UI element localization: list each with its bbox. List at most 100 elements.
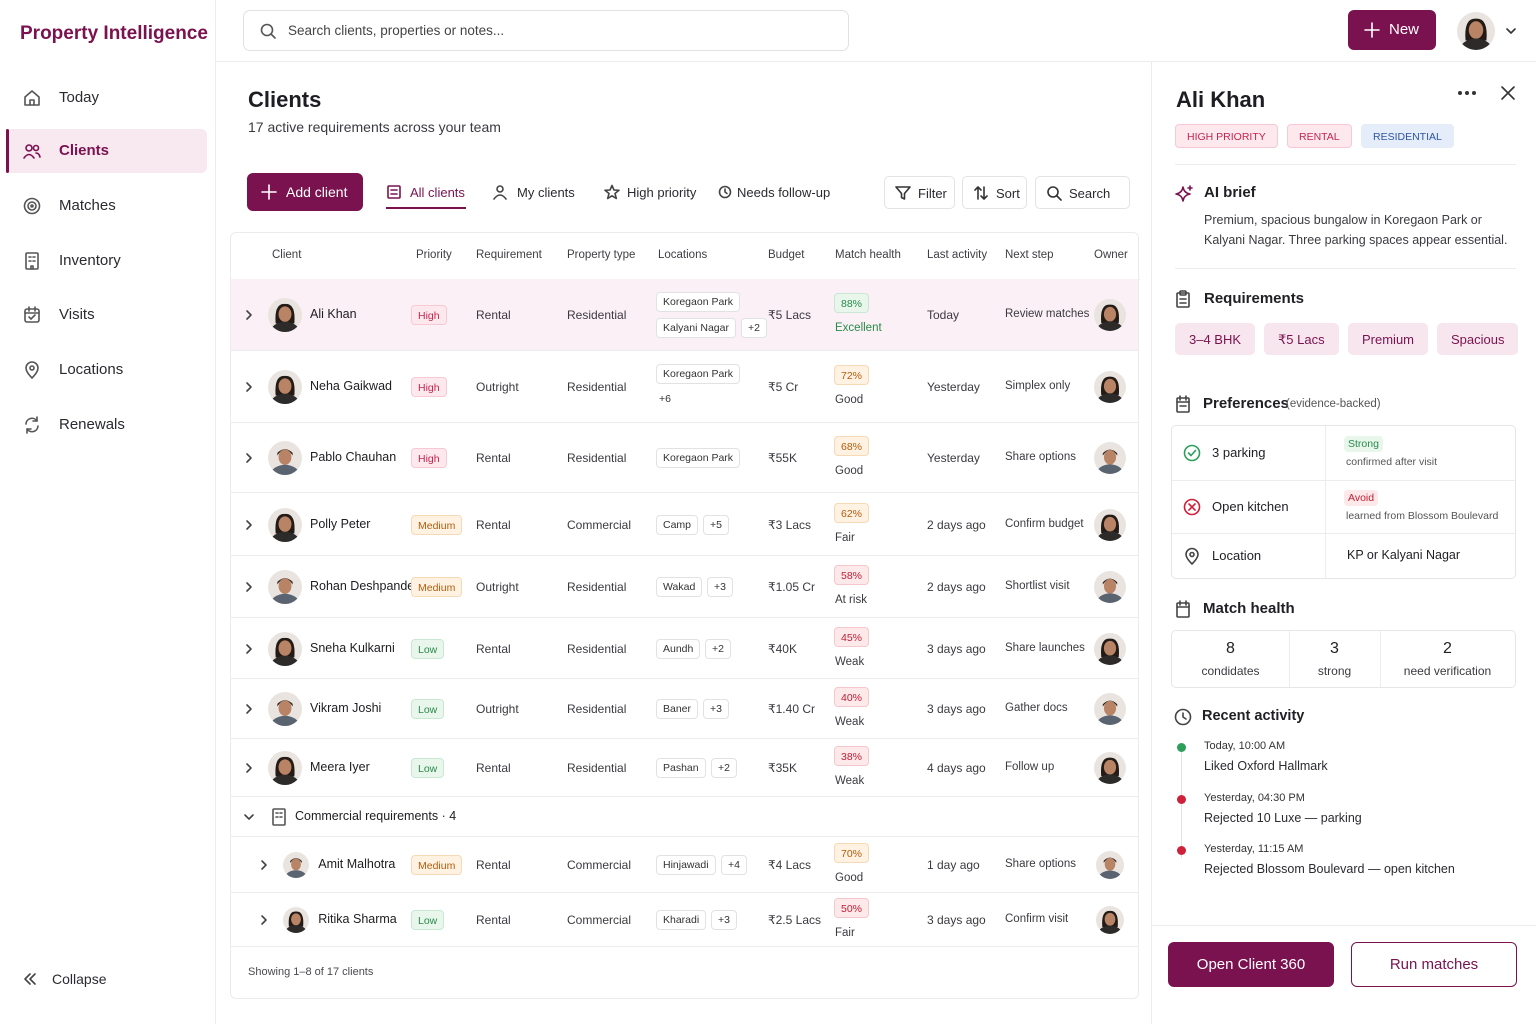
nav-item[interactable]: Clients [59, 142, 110, 159]
requirement: Outright [476, 580, 519, 594]
match-health: Fair [835, 531, 855, 544]
requirement: Rental [476, 761, 511, 775]
next-step: Confirm visit [1005, 913, 1069, 925]
location-chip: Wakad [656, 577, 703, 597]
search-placeholder: Search clients, properties or notes... [288, 23, 505, 38]
table-row[interactable]: Sneha Kulkarni Low Rental Residential Aundh +… [231, 618, 1138, 679]
column-header: Client [272, 249, 302, 261]
requirement: Outright [476, 380, 519, 394]
nav-item[interactable]: Matches [59, 197, 116, 214]
table-row[interactable]: Ali Khan High Rental Residential Koregaon Pa… [231, 279, 1138, 351]
column-header: Last activity [927, 249, 988, 261]
nav-item[interactable]: Inventory [59, 252, 121, 269]
panel-action-button[interactable]: Open Client 360 [1168, 942, 1334, 987]
location-chip: Hinjawadi [656, 855, 716, 875]
owner-avatar [1094, 442, 1126, 474]
table-row[interactable]: Meera Iyer Low Rental Residential Pashan +2 ₹3… [231, 739, 1138, 797]
table-row[interactable]: Pablo Chauhan High Rental Residential Korega… [231, 423, 1138, 493]
preferences-icon [1175, 395, 1191, 413]
expand-chevron [243, 762, 255, 774]
match-score: 50% [834, 898, 870, 918]
filter-tab[interactable]: Needs follow-up [737, 185, 831, 200]
timeline-dot [1177, 794, 1186, 804]
match-health-icon [1175, 600, 1191, 618]
client-avatar [268, 507, 302, 542]
match-health: Weak [835, 655, 865, 668]
nav-icon [22, 88, 42, 108]
table-row[interactable]: Ritika Sharma Low Rental Commercial Kharadi +… [231, 893, 1138, 947]
expand-chevron [243, 643, 255, 655]
expand-chevron [243, 381, 255, 393]
owner-avatar [1094, 693, 1126, 725]
client-name: Rohan Deshpande [310, 579, 415, 593]
client-name: Amit Malhotra [318, 857, 396, 871]
evidence-status: Avoid [1344, 490, 1379, 506]
toolbar-action[interactable]: Sort [962, 176, 1027, 209]
last-activity: 4 days ago [927, 761, 986, 775]
table-row[interactable]: Polly Peter Medium Rental Commercial Camp +5 ₹… [231, 493, 1138, 556]
next-step: Share options [1005, 858, 1076, 870]
search-box[interactable]: Search clients, properties or notes... [243, 10, 849, 51]
property-type: Commercial [567, 858, 632, 872]
more-locations: +5 [703, 514, 729, 535]
last-activity: 2 days ago [927, 580, 986, 594]
collapse-button[interactable]: Collapse [52, 971, 107, 987]
location-chip: Kalyani Nagar [656, 318, 736, 338]
more-menu [1457, 86, 1477, 100]
last-activity: Today [927, 308, 960, 322]
property-type: Residential [567, 308, 627, 322]
collapse-icon [22, 971, 38, 987]
stat-value: 2 [1443, 640, 1452, 657]
location-chip: Baner [656, 699, 699, 719]
filter-tab[interactable]: All clients [410, 185, 465, 200]
tag: HIGH PRIORITY [1175, 124, 1278, 148]
nav-icon [22, 305, 42, 325]
nav-item[interactable]: Today [59, 89, 100, 106]
client-avatar [268, 370, 302, 404]
stat-value: 8 [1226, 640, 1235, 657]
toolbar-action[interactable]: Search [1035, 176, 1130, 209]
table-row[interactable]: Amit Malhotra Medium Rental Commercial Hinja… [231, 837, 1138, 893]
table-row[interactable]: Neha Gaikwad High Outright Residential Koreg… [231, 351, 1138, 423]
match-score: 58% [834, 565, 870, 585]
add-client-label: Add client [286, 184, 348, 200]
client-name: Meera Iyer [310, 760, 370, 774]
page-title: Clients [248, 87, 322, 112]
detail-panel: Ali Khan HIGH PRIORITY RENTAL RESIDENTIAL AI… [1151, 62, 1536, 1024]
add-client-button[interactable]: Add client [247, 173, 363, 211]
client-avatar [268, 570, 302, 604]
priority-badge: Low [411, 758, 445, 778]
panel-action-button[interactable]: Run matches [1351, 942, 1517, 987]
nav-item[interactable]: Visits [59, 306, 95, 323]
last-activity: 3 days ago [927, 913, 986, 927]
group-header[interactable]: Commercial requirements · 4 [231, 797, 1138, 837]
toolbar-action[interactable]: Filter [884, 176, 955, 209]
location-chip: Camp [656, 514, 699, 535]
priority-badge: Low [411, 699, 445, 719]
match-score: 88% [834, 293, 870, 313]
next-step: Confirm budget [1005, 517, 1084, 530]
requirement-chip: ₹5 Lacs [1264, 323, 1339, 355]
more-locations: +2 [711, 758, 737, 778]
priority-badge: High [411, 377, 447, 397]
nav-item[interactable]: Locations [59, 361, 124, 378]
location-chip: Koregaon Park [656, 292, 741, 312]
more-locations: +3 [711, 910, 737, 930]
ai-brief-text: Premium, spacious bungalow in Koregaon P… [1204, 213, 1508, 247]
stat-label: need verification [1403, 664, 1492, 678]
table-row[interactable]: Vikram Joshi Low Outright Residential Baner +… [231, 679, 1138, 739]
stat-label: strong [1317, 664, 1352, 678]
nav-item[interactable]: Renewals [59, 416, 125, 433]
last-activity: 3 days ago [927, 702, 986, 716]
table-row[interactable]: Rohan Deshpande Medium Outright Residential… [231, 556, 1138, 618]
property-type: Residential [567, 702, 627, 716]
more-locations: +4 [721, 855, 747, 875]
last-activity: 3 days ago [927, 641, 986, 656]
filter-tab[interactable]: My clients [517, 185, 575, 200]
client-avatar [268, 441, 302, 475]
tag: RENTAL [1287, 124, 1352, 148]
filter-tab[interactable]: High priority [627, 185, 697, 200]
last-activity: 2 days ago [927, 517, 986, 532]
new-button[interactable]: New [1348, 10, 1436, 50]
requirement: Outright [476, 702, 519, 716]
